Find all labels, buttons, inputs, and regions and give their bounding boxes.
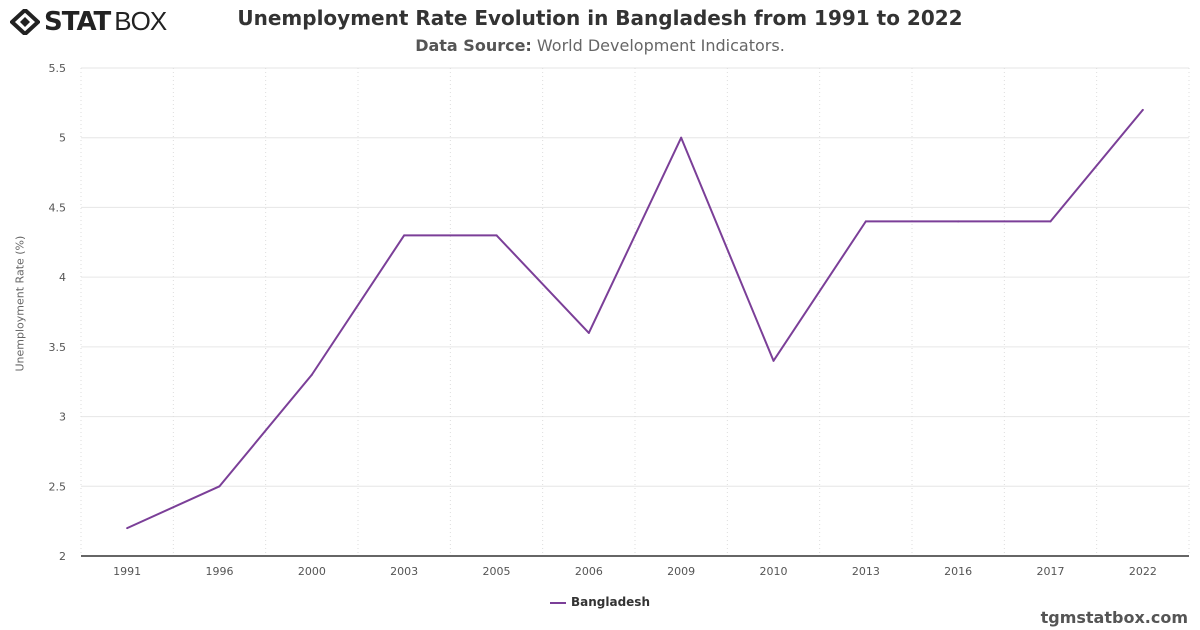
- x-tick-label: 2016: [944, 565, 972, 578]
- logo-text-light: BOX: [114, 6, 167, 36]
- x-tick-label: 1996: [206, 565, 234, 578]
- x-tick-label: 2013: [852, 565, 880, 578]
- x-tick-label: 2005: [483, 565, 511, 578]
- y-tick-label: 3.5: [49, 341, 67, 354]
- y-tick-label: 5: [59, 132, 66, 145]
- y-tick-label: 5.5: [49, 62, 67, 75]
- x-tick-label: 2006: [575, 565, 603, 578]
- data-point: [126, 527, 129, 530]
- data-point: [218, 485, 221, 488]
- credit-text: tgmstatbox.com: [1040, 608, 1188, 627]
- x-tick-label: 2010: [760, 565, 788, 578]
- x-tick-label: 2022: [1129, 565, 1157, 578]
- data-point: [310, 373, 313, 376]
- y-tick-label: 4.5: [49, 201, 67, 214]
- data-point: [1141, 108, 1144, 111]
- x-tick-label: 2000: [298, 565, 326, 578]
- data-point: [864, 220, 867, 223]
- chart-title: Unemployment Rate Evolution in Banglades…: [237, 6, 963, 30]
- y-tick-label: 4: [59, 271, 66, 284]
- data-point: [680, 136, 683, 139]
- y-tick-label: 2: [59, 550, 66, 563]
- source-label: Data Source:: [415, 36, 532, 55]
- x-tick-label: 2009: [667, 565, 695, 578]
- legend-swatch: [549, 601, 566, 604]
- logo-text-bold: STAT: [44, 6, 111, 37]
- data-point: [772, 359, 775, 362]
- chart-subtitle: Data Source: World Development Indicator…: [0, 36, 1200, 55]
- diamond-logo-icon: [10, 8, 40, 35]
- y-tick-label: 2.5: [49, 480, 67, 493]
- data-point: [957, 220, 960, 223]
- legend-label: Bangladesh: [570, 595, 650, 609]
- series-line-bangladesh: [126, 109, 1144, 530]
- data-point: [495, 234, 498, 237]
- source-value: World Development Indicators.: [536, 36, 785, 55]
- data-point: [1049, 220, 1052, 223]
- legend-item-bangladesh[interactable]: Bangladesh: [0, 595, 1200, 609]
- x-tick-label: 2017: [1037, 565, 1065, 578]
- data-point: [403, 234, 406, 237]
- data-point: [587, 331, 590, 334]
- x-tick-label: 1991: [113, 565, 141, 578]
- statbox-logo: STAT BOX: [10, 6, 167, 37]
- x-tick-label: 2003: [390, 565, 418, 578]
- y-tick-label: 3: [59, 411, 66, 424]
